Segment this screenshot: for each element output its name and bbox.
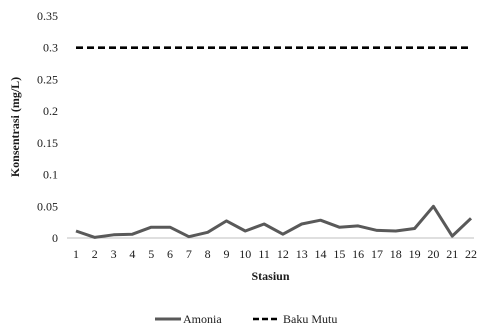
x-tick-label: 10 <box>239 247 251 261</box>
x-tick-label: 19 <box>409 247 421 261</box>
y-axis-title: Konsentrasi (mg/L) <box>8 77 22 177</box>
x-tick-label: 14 <box>315 247 327 261</box>
x-tick-label: 21 <box>446 247 458 261</box>
y-tick-label: 0.3 <box>43 41 58 55</box>
x-tick-label: 13 <box>296 247 308 261</box>
x-tick-label: 4 <box>129 247 135 261</box>
x-tick-label: 17 <box>371 247 383 261</box>
y-tick-label: 0 <box>52 231 58 245</box>
series-layer <box>76 48 471 238</box>
legend-label: Baku Mutu <box>283 312 337 326</box>
y-axis-ticks: 0 0.05 0.1 0.15 0.2 0.25 0.3 0.35 <box>37 9 58 245</box>
x-tick-label: 3 <box>111 247 117 261</box>
y-tick-label: 0.2 <box>43 104 58 118</box>
y-tick-label: 0.15 <box>37 136 58 150</box>
y-tick-label: 0.05 <box>37 199 58 213</box>
legend-label: Amonia <box>183 312 222 326</box>
x-tick-label: 8 <box>205 247 211 261</box>
x-axis-title: Stasiun <box>251 269 289 283</box>
x-tick-label: 18 <box>390 247 402 261</box>
y-tick-label: 0.25 <box>37 72 58 86</box>
x-tick-label: 1 <box>73 247 79 261</box>
x-tick-label: 5 <box>148 247 154 261</box>
y-tick-label: 0.35 <box>37 9 58 23</box>
series-line-amonia <box>76 206 471 237</box>
x-tick-label: 15 <box>333 247 345 261</box>
x-tick-label: 2 <box>92 247 98 261</box>
x-tick-label: 20 <box>427 247 439 261</box>
x-tick-label: 12 <box>277 247 289 261</box>
x-tick-label: 11 <box>258 247 270 261</box>
x-tick-label: 9 <box>223 247 229 261</box>
x-tick-label: 7 <box>186 247 192 261</box>
legend: Amonia Baku Mutu <box>155 312 337 326</box>
x-tick-label: 22 <box>465 247 477 261</box>
x-tick-label: 6 <box>167 247 173 261</box>
y-tick-label: 0.1 <box>43 168 58 182</box>
x-tick-label: 16 <box>352 247 364 261</box>
